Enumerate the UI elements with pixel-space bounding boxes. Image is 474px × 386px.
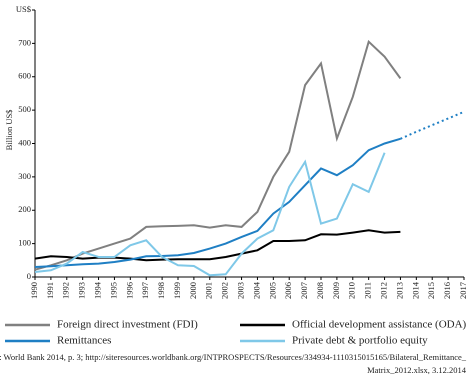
x-tick-label: 2013	[394, 282, 404, 299]
x-tick-label: 2005	[267, 282, 277, 299]
y-tick-label: 0	[27, 271, 31, 281]
x-tick-label: 1994	[93, 281, 103, 299]
x-tick-label: 2001	[204, 282, 214, 299]
x-tick-label: 1992	[61, 282, 71, 299]
legend-label: Private debt & portfolio equity	[292, 335, 428, 347]
y-tick-label: 500	[18, 104, 31, 114]
y-tick-label: 100	[18, 238, 31, 248]
y-tick-label: 600	[18, 71, 31, 81]
x-tick-label: 2010	[347, 282, 357, 299]
x-tick-label: 2004	[251, 281, 261, 299]
x-tick-label: 2017	[458, 282, 468, 299]
x-tick-label: 2012	[379, 282, 389, 299]
x-tick-label: 2003	[236, 282, 246, 299]
y-tick-label: US$	[16, 4, 31, 14]
x-tick-label: 1990	[29, 282, 39, 299]
legend-label: Official development assistance (ODA)	[292, 319, 467, 331]
x-tick-label: 2014	[410, 281, 420, 299]
projection-line	[399, 110, 465, 140]
x-tick-label: 1997	[140, 282, 150, 299]
x-tick-label: 1998	[156, 282, 166, 299]
x-tick-label: 1991	[45, 282, 55, 299]
y-tick-label: 300	[18, 171, 31, 181]
y-axis-label: Billion US$	[4, 110, 14, 151]
x-tick-label: 2006	[283, 282, 293, 299]
x-tick-label: 1999	[172, 282, 182, 299]
x-tick-label: 2007	[299, 282, 309, 299]
series-line	[34, 229, 401, 262]
y-tick-label: 200	[18, 204, 31, 214]
x-tick-label: 2011	[363, 282, 373, 299]
x-tick-label: 1996	[124, 282, 134, 299]
x-tick-label: 2002	[220, 282, 230, 299]
x-tick-label: 1995	[108, 282, 118, 299]
x-tick-label: 1993	[77, 282, 87, 299]
x-tick-label: 2008	[315, 282, 325, 299]
source-line: Source: World Bank 2014, p. 3; http://si…	[0, 352, 467, 362]
legend-label: Foreign direct investment (FDI)	[57, 319, 198, 331]
x-tick-label: 2016	[442, 282, 452, 299]
series-line	[34, 137, 401, 268]
series-line	[34, 39, 402, 271]
legend-label: Remittances	[57, 335, 111, 347]
y-tick-label: 400	[18, 137, 31, 147]
x-tick-label: 2000	[188, 282, 198, 299]
y-tick-label: 700	[18, 37, 31, 47]
source-line: Matrix_2012.xlsx, 3.12.2014	[367, 365, 467, 375]
series-line	[34, 152, 386, 277]
x-tick-label: 2015	[426, 282, 436, 299]
x-tick-label: 2009	[331, 282, 341, 299]
